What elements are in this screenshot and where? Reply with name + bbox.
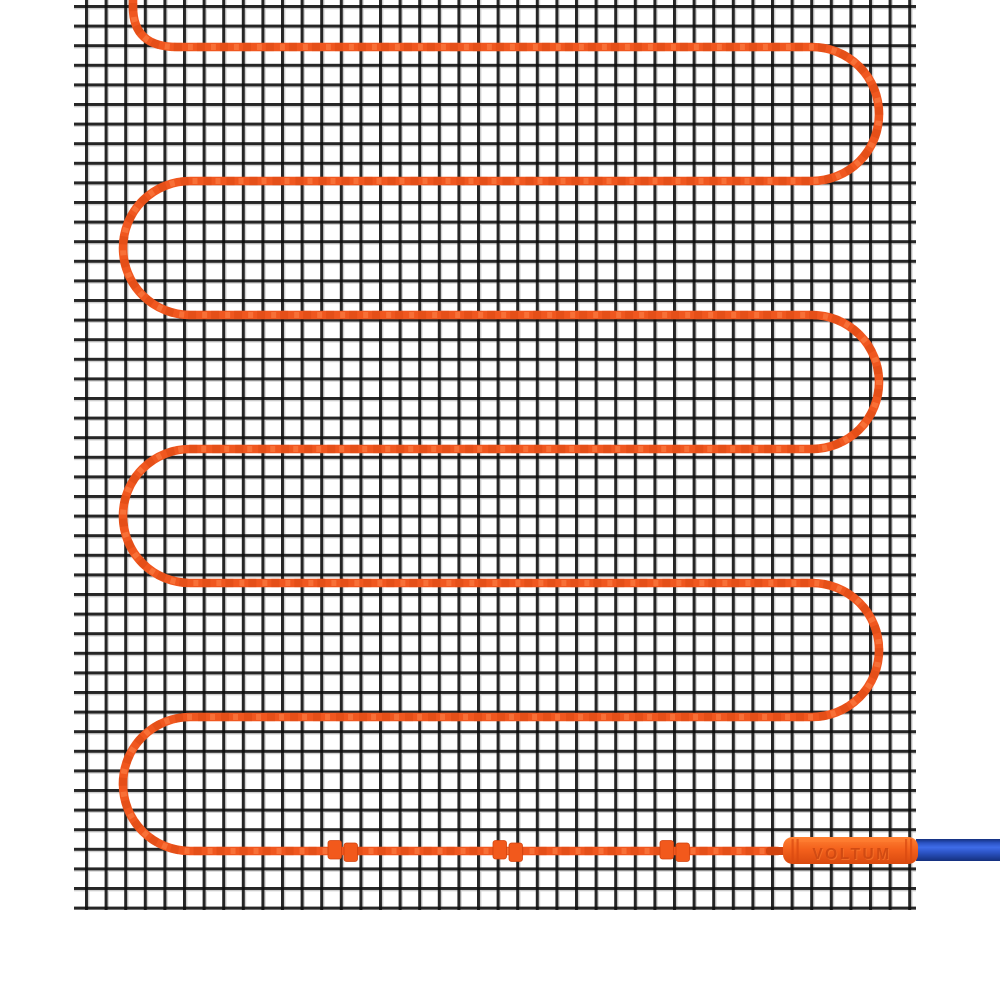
connector-rib	[910, 839, 913, 862]
connector-rib	[796, 839, 799, 862]
heating-cable	[118, 0, 884, 856]
power-connector: VOLTUM VOLTUM	[766, 837, 918, 864]
fixing-clip	[659, 840, 690, 862]
brand-label-emboss-highlight: VOLTUM	[813, 847, 892, 864]
connector-top-highlight	[794, 839, 908, 842]
fixing-clip	[327, 840, 358, 862]
fixing-clips	[327, 840, 690, 862]
mesh-grid	[74, 0, 916, 910]
heating-cable-braid-shadow	[118, 0, 884, 856]
connector-rib	[905, 839, 908, 862]
connector-body	[783, 837, 918, 864]
cold-lead-wire	[916, 839, 1000, 861]
connector-rib	[791, 839, 794, 862]
brand-label: VOLTUM	[812, 846, 891, 863]
fixing-clip	[492, 840, 523, 862]
heating-cable-core	[118, 0, 884, 856]
